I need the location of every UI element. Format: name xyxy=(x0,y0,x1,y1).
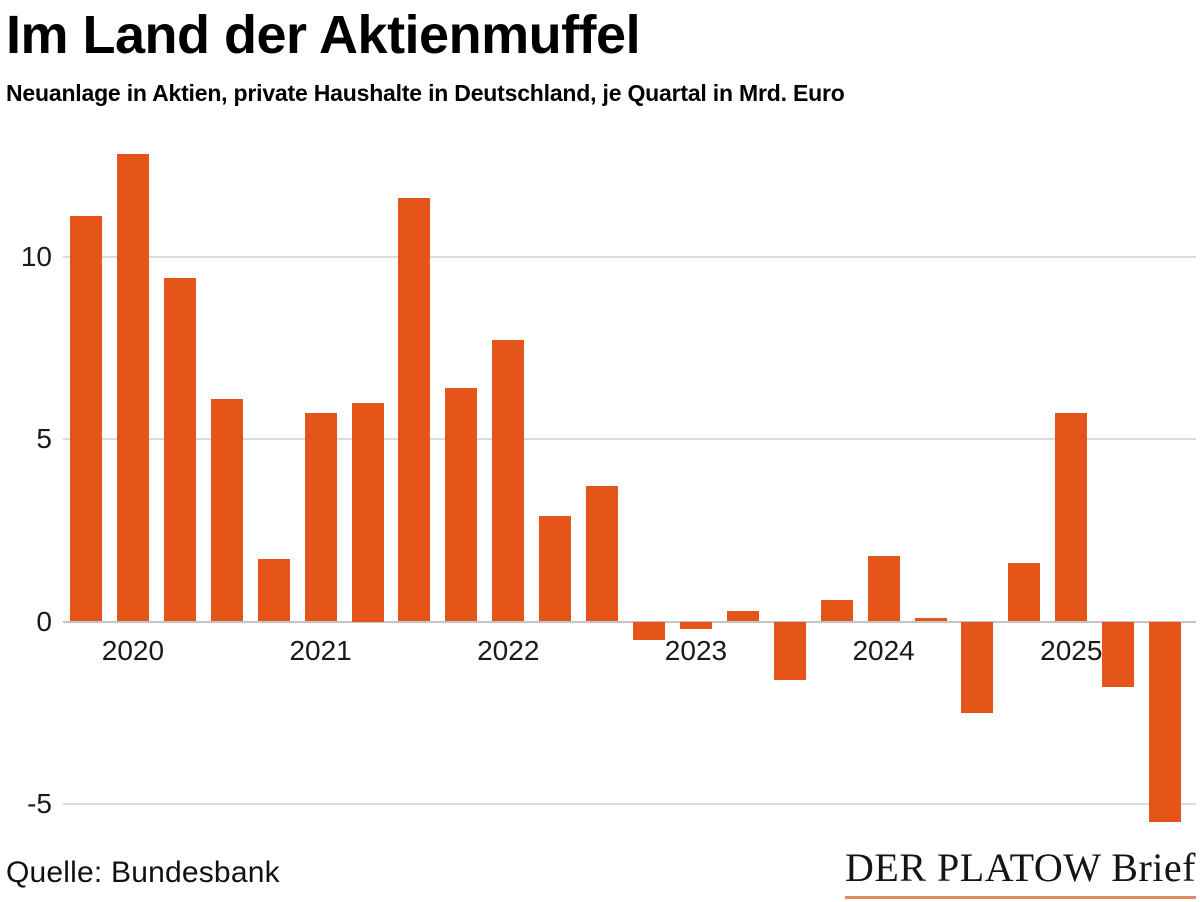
x-axis-year-label-2025: 2025 xyxy=(1040,635,1103,666)
bar-2024-Q1 xyxy=(867,555,900,622)
bar-2025-Q2 xyxy=(1102,621,1135,688)
bar-2025-Q3 xyxy=(1149,621,1182,823)
bar-2020-Q4 xyxy=(257,559,290,622)
chart-title: Im Land der Aktienmuffel xyxy=(6,5,641,65)
bar-2021-Q1 xyxy=(304,413,337,622)
chart-subtitle: Neuanlage in Aktien, private Haushalte i… xyxy=(6,80,845,106)
x-axis-year-label-2024: 2024 xyxy=(852,635,915,666)
y-axis-tick-label: 10 xyxy=(20,240,52,272)
gridline-y5 xyxy=(63,438,1196,440)
bar-2020-Q3 xyxy=(210,398,243,622)
bar-2020-Q1 xyxy=(116,154,149,622)
y-axis-tick-label: 0 xyxy=(36,605,52,637)
bar-2024-Q2 xyxy=(914,617,947,622)
y-axis-tick-label: -5 xyxy=(27,788,52,819)
bar-2021-Q3 xyxy=(398,198,431,622)
bar-2023-Q3 xyxy=(773,621,806,680)
x-axis-year-label-2022: 2022 xyxy=(477,635,540,666)
bar-2020-Q2 xyxy=(163,278,196,622)
bar-2022-Q3 xyxy=(586,486,619,622)
bar-2023-Q1 xyxy=(679,621,712,629)
gridline-y10 xyxy=(63,255,1196,258)
bar-2022-Q1 xyxy=(492,340,525,622)
x-axis-year-label-2020: 2020 xyxy=(101,635,165,666)
bar-2025-Q1 xyxy=(1055,413,1088,622)
bar-2024-Q3 xyxy=(961,621,994,713)
source-note: Quelle: Bundesbank xyxy=(6,856,280,889)
bar-2024-Q4 xyxy=(1008,563,1041,622)
y-axis-tick-label: 5 xyxy=(36,423,52,454)
bar-2021-Q2 xyxy=(351,402,384,622)
publisher-logo: DER PLATOW Brief xyxy=(845,846,1196,899)
x-axis-year-label-2023: 2023 xyxy=(664,635,728,666)
bar-2022-Q2 xyxy=(539,515,572,622)
x-axis-year-label-2021: 2021 xyxy=(289,635,352,666)
bar-2022-Q4 xyxy=(633,621,666,640)
zero-baseline xyxy=(63,620,1196,623)
gridline-y-5 xyxy=(63,803,1196,805)
bar-2021-Q4 xyxy=(445,387,478,622)
bar-2023-Q2 xyxy=(726,610,759,622)
bar-2019-Q4 xyxy=(70,216,102,622)
bar-2023-Q4 xyxy=(820,599,853,622)
